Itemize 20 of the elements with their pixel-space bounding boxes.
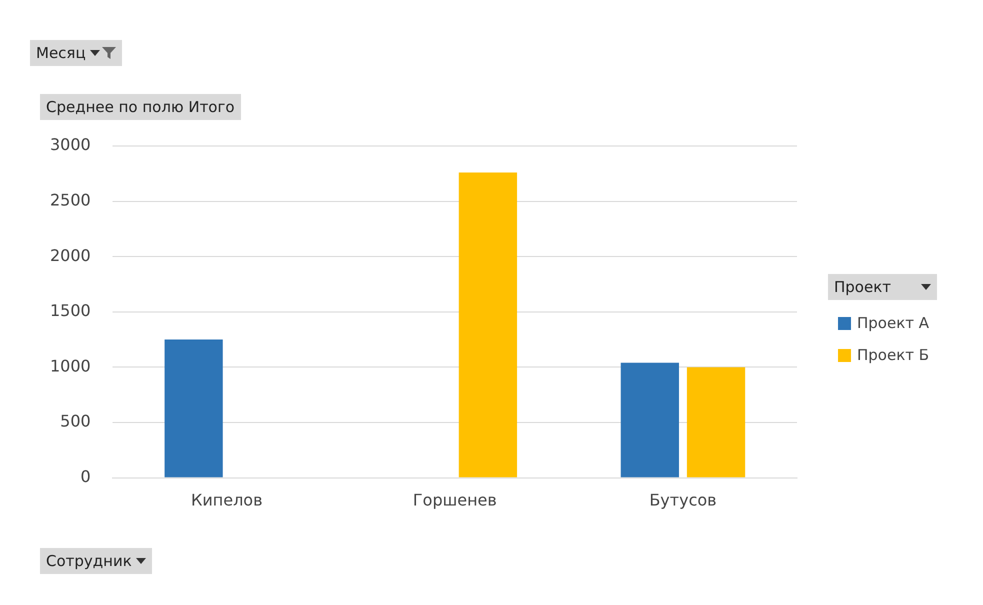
y-tick-label: 2000: [50, 246, 91, 265]
legend-title: Проект: [834, 278, 892, 296]
y-tick-label: 3000: [50, 135, 91, 154]
bar: [686, 367, 746, 478]
legend-label: Проект А: [857, 314, 930, 332]
bar: [458, 172, 518, 478]
bar: [164, 340, 223, 478]
x-tick-label: Горшенев: [412, 490, 497, 510]
y-tick-label: 1000: [50, 356, 91, 376]
text: Среднее по полю Итого: [46, 98, 235, 116]
text: Сотрудник: [46, 552, 132, 570]
y-tick-label: 0: [80, 466, 91, 486]
y-tick-label: 500: [60, 412, 91, 431]
y-tick-label: 1500: [50, 301, 91, 320]
bar: [620, 362, 679, 478]
x-tick-label: Кипелов: [191, 490, 263, 510]
y-tick-label: 2500: [50, 190, 91, 210]
legend-label: Проект Б: [857, 346, 930, 364]
text: Месяц: [36, 44, 86, 62]
x-tick-label: Бутусов: [649, 490, 717, 510]
